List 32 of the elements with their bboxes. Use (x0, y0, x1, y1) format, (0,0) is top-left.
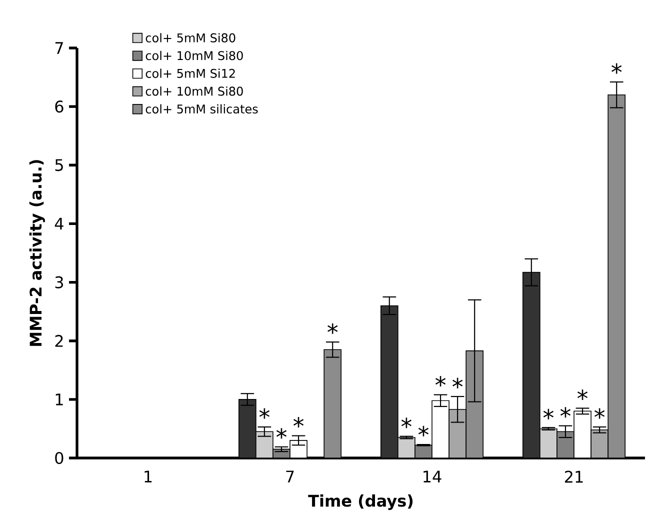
y-tick-label: 7 (55, 42, 63, 54)
y-tick-label: 5 (55, 159, 63, 172)
y-tick-label: 6 (55, 100, 64, 113)
data-label: * (328, 323, 338, 334)
legend-label: col+ 10mM Si80 (146, 50, 243, 60)
data-label: * (612, 63, 622, 74)
y-tick-label: 2 (55, 334, 63, 347)
y-tick-label: 1 (56, 394, 63, 406)
data-label: * (435, 376, 446, 387)
x-tick-label: 7 (286, 470, 294, 482)
legend-label: col+ 5mM silicates (146, 104, 258, 114)
data-label: * (560, 407, 571, 418)
x-tick-label: 1 (144, 470, 152, 482)
x-tick-label: 14 (424, 470, 442, 482)
data-label: * (543, 408, 554, 420)
data-label: * (418, 426, 429, 436)
data-label: * (594, 408, 605, 419)
y-tick-label: 3 (55, 276, 63, 288)
x-tick-label: 21 (564, 470, 583, 483)
data-label: * (259, 408, 270, 419)
x-axis-title: Time (days) (308, 494, 413, 510)
data-label: * (276, 428, 287, 439)
data-label: * (577, 390, 588, 400)
data-label: * (452, 378, 463, 388)
y-tick-label: 0 (55, 452, 64, 464)
legend-label: col+ 5mM Si80 (146, 33, 236, 42)
y-axis-title: MMP-2 activity (a.u.) (29, 160, 45, 346)
legend-label: col+ 10mM Si80 (146, 86, 243, 96)
y-tick-label: 4 (54, 218, 64, 230)
legend-label: col+ 5mM Si12 (146, 68, 235, 78)
data-label: * (401, 418, 412, 428)
data-label: * (293, 417, 304, 428)
